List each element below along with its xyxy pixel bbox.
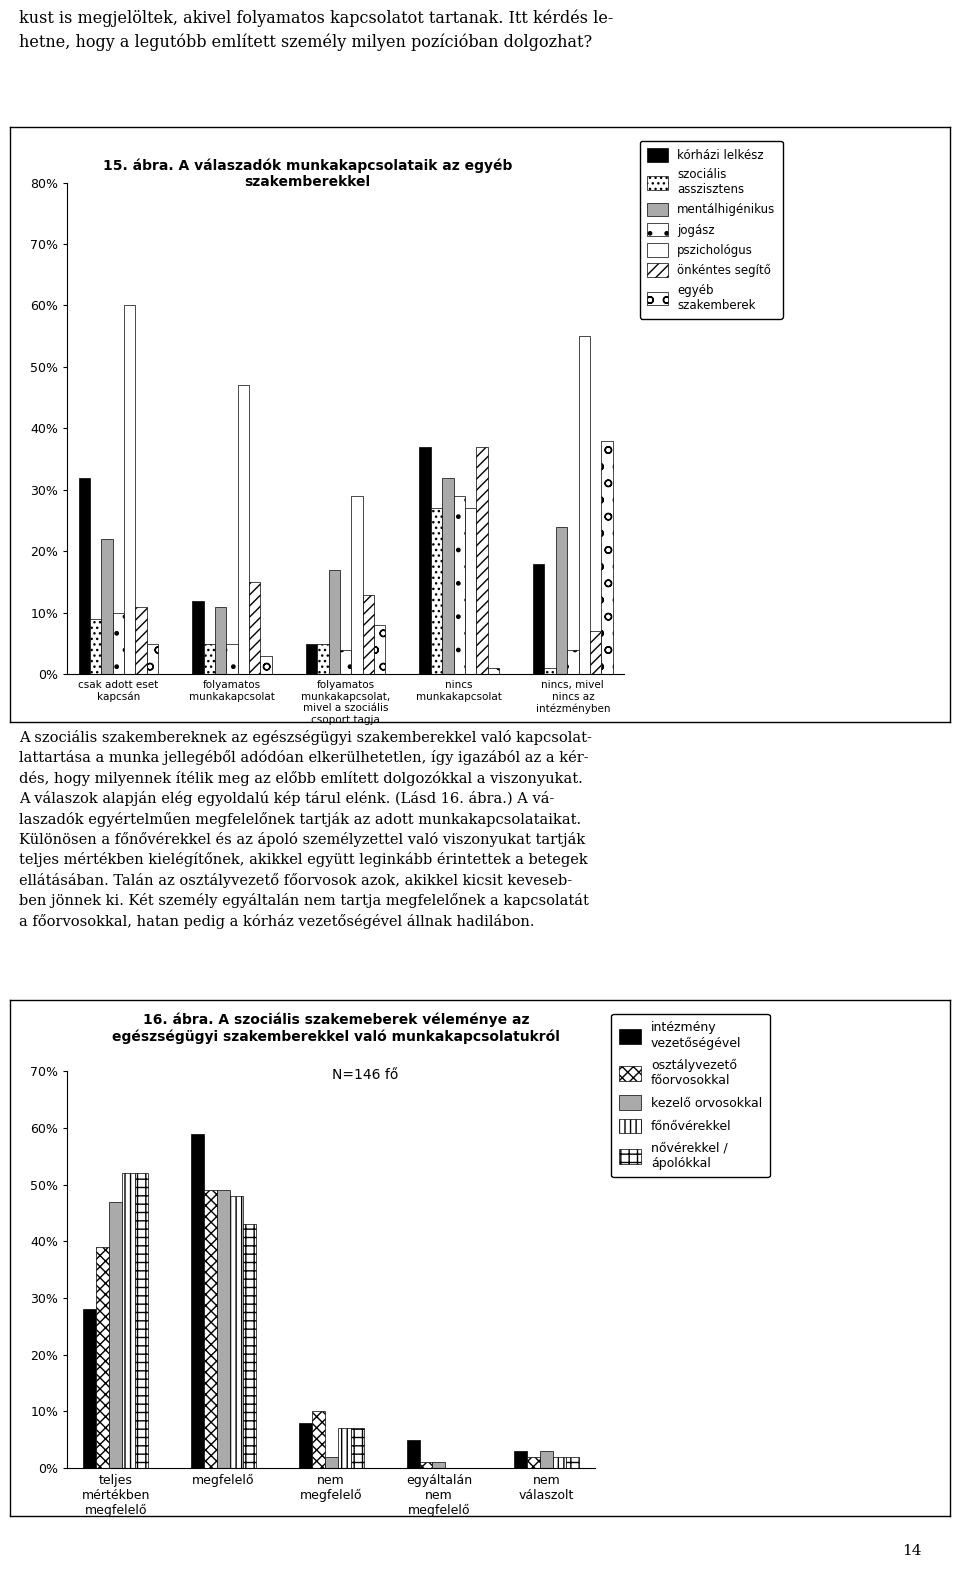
Bar [553, 1457, 566, 1468]
Bar [215, 606, 227, 674]
Bar [350, 1428, 364, 1468]
Bar [527, 1457, 540, 1468]
Bar [453, 497, 465, 674]
Bar [109, 1201, 122, 1468]
Bar [567, 651, 579, 674]
Bar [135, 606, 147, 674]
Text: kust is megjelöltek, akivel folyamatos kapcsolatot tartanak. Itt kérdés le-
hetn: kust is megjelöltek, akivel folyamatos k… [19, 10, 613, 51]
Text: N=146 fő: N=146 fő [331, 1068, 398, 1082]
Bar [540, 1451, 553, 1468]
Legend: kórházi lelkész, szociális
asszisztens, mentálhigénikus, jogász, pszichológus, ö: kórházi lelkész, szociális asszisztens, … [639, 141, 782, 319]
Bar [124, 305, 135, 674]
Bar [433, 1462, 445, 1468]
Bar [566, 1457, 579, 1468]
Bar [465, 508, 476, 674]
Bar [306, 644, 317, 674]
Bar [476, 448, 488, 674]
Bar [147, 644, 158, 674]
Bar [102, 540, 112, 674]
Bar [204, 644, 215, 674]
Bar [324, 1457, 338, 1468]
Bar [420, 1462, 433, 1468]
Bar [96, 1247, 109, 1468]
Bar [260, 655, 272, 674]
Bar [579, 336, 589, 674]
Bar [112, 613, 124, 674]
Bar [249, 582, 260, 674]
Bar [420, 448, 431, 674]
Bar [243, 1224, 255, 1468]
Bar [443, 478, 453, 674]
Bar [84, 1309, 96, 1468]
Bar [79, 478, 90, 674]
Bar [515, 1451, 527, 1468]
Bar [299, 1422, 312, 1468]
Bar [238, 386, 249, 674]
Bar [589, 632, 601, 674]
Bar [340, 651, 351, 674]
Bar [351, 497, 363, 674]
Bar [135, 1173, 148, 1468]
Legend: intézmény
vezetőségével, osztályvezető
főorvosokkal, kezelő orvosokkal, főnővére: intézmény vezetőségével, osztályvezető f… [612, 1014, 770, 1178]
Bar [217, 1190, 229, 1468]
Bar [533, 563, 544, 674]
Bar [374, 625, 385, 674]
Text: 14: 14 [902, 1544, 922, 1558]
Bar [229, 1197, 243, 1468]
Bar [407, 1439, 420, 1468]
Bar [227, 644, 238, 674]
Bar [90, 619, 102, 674]
Bar [544, 668, 556, 674]
Bar [601, 441, 612, 674]
Text: A szociális szakembereknek az egészségügyi szakemberekkel való kapcsolat-
lattar: A szociális szakembereknek az egészségüg… [19, 730, 592, 928]
Bar [122, 1173, 135, 1468]
Bar [556, 527, 567, 674]
Bar [191, 1133, 204, 1468]
Bar [328, 570, 340, 674]
Text: 16. ábra. A szociális szakemeberek véleménye az
egészségügyi szakemberekkel való: 16. ábra. A szociális szakemeberek vélem… [112, 1013, 560, 1044]
Bar [317, 644, 328, 674]
Bar [488, 668, 499, 674]
Bar [338, 1428, 350, 1468]
Bar [312, 1411, 324, 1468]
Bar [363, 595, 374, 674]
Bar [431, 508, 443, 674]
Text: 15. ábra. A válaszadók munkakapcsolataik az egyéb
szakemberekkel: 15. ábra. A válaszadók munkakapcsolataik… [103, 159, 512, 189]
Bar [192, 600, 204, 674]
Bar [204, 1190, 217, 1468]
